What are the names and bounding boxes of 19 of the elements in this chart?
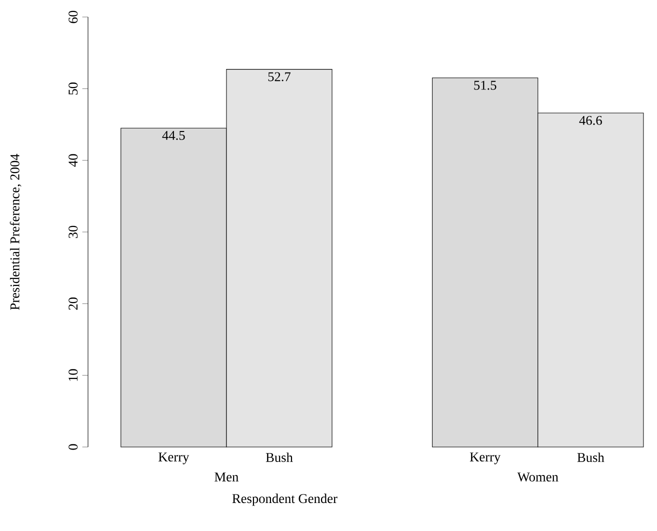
text: Kerry xyxy=(470,452,501,464)
y-tick-label: 0 xyxy=(68,444,78,450)
y-tick-label: 20 xyxy=(68,297,78,310)
y-tick-label: 60 xyxy=(68,10,78,24)
data-label: 46.6 xyxy=(579,116,602,125)
series-label: Bush xyxy=(266,452,293,462)
data-label: 44.5 xyxy=(162,131,185,140)
data-label: 51.5 xyxy=(474,80,496,90)
text: Bush xyxy=(577,452,604,462)
x-axis-title: Respondent Gender xyxy=(232,494,338,506)
x-tick-label: Women xyxy=(517,472,558,482)
series-label: Kerry xyxy=(158,452,190,464)
x-tick-label: Men xyxy=(214,472,238,482)
y-tick-label: 30 xyxy=(68,226,78,238)
y-tick-label: 50 xyxy=(68,82,78,95)
y-axis-title: Presidential Preference, 2004 xyxy=(10,154,22,310)
y-tick-label: 10 xyxy=(68,369,78,381)
data-label: 52.7 xyxy=(268,72,291,82)
y-tick-label: 40 xyxy=(68,154,78,167)
